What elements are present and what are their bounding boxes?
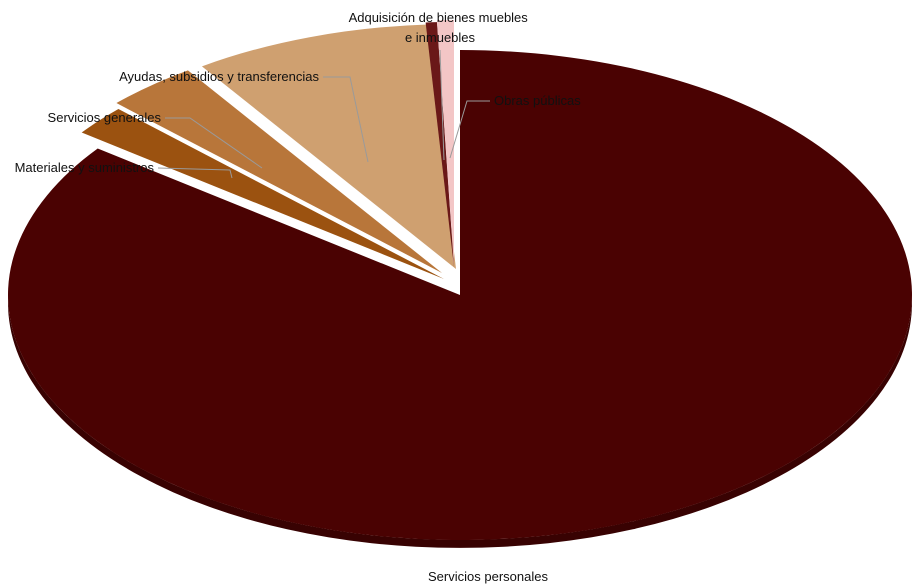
pie-slice-top-4	[425, 22, 454, 268]
label-obras-publicas: Obras públicas	[494, 93, 581, 108]
leader-materiales	[157, 167, 233, 179]
pie-slice-3	[201, 24, 456, 269]
pie-slices	[7, 20, 912, 548]
label-servicios-generales: Servicios generales	[48, 110, 162, 125]
label-servicios-personales: Servicios personales	[428, 569, 548, 584]
leader-lines	[157, 49, 490, 179]
pie-slice-top-2	[116, 70, 442, 273]
label-adquisicion-line-1: Adquisición de bienes muebles	[349, 10, 529, 25]
leader-adquisicion	[439, 49, 445, 161]
pie-slice-2	[116, 70, 442, 273]
label-materiales-y-suministros: Materiales y suministros	[15, 160, 155, 175]
pie-slice-4	[425, 22, 454, 268]
pie-slice-0	[7, 50, 912, 548]
pie-slice-top-3	[201, 24, 456, 269]
leader-ayudas	[323, 76, 369, 163]
leader-servicios-generales	[165, 117, 263, 169]
slice-labels: Servicios personales Materiales y sumini…	[15, 10, 582, 584]
label-adquisicion-bienes: Adquisición de bienes muebles e inmueble…	[349, 10, 532, 45]
label-ayudas-subsidios: Ayudas, subsidios y transferencias	[119, 69, 319, 84]
pie-slice-1	[81, 109, 445, 280]
pie-slice-top-0	[7, 50, 912, 540]
label-adquisicion-line-2: e inmuebles	[405, 30, 476, 45]
leader-obras	[449, 100, 490, 159]
pie-slice-top-1	[81, 109, 445, 280]
